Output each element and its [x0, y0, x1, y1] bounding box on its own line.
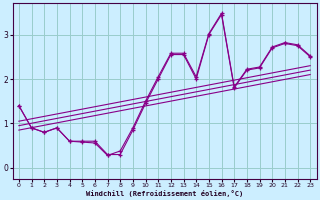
X-axis label: Windchill (Refroidissement éolien,°C): Windchill (Refroidissement éolien,°C)	[86, 190, 243, 197]
